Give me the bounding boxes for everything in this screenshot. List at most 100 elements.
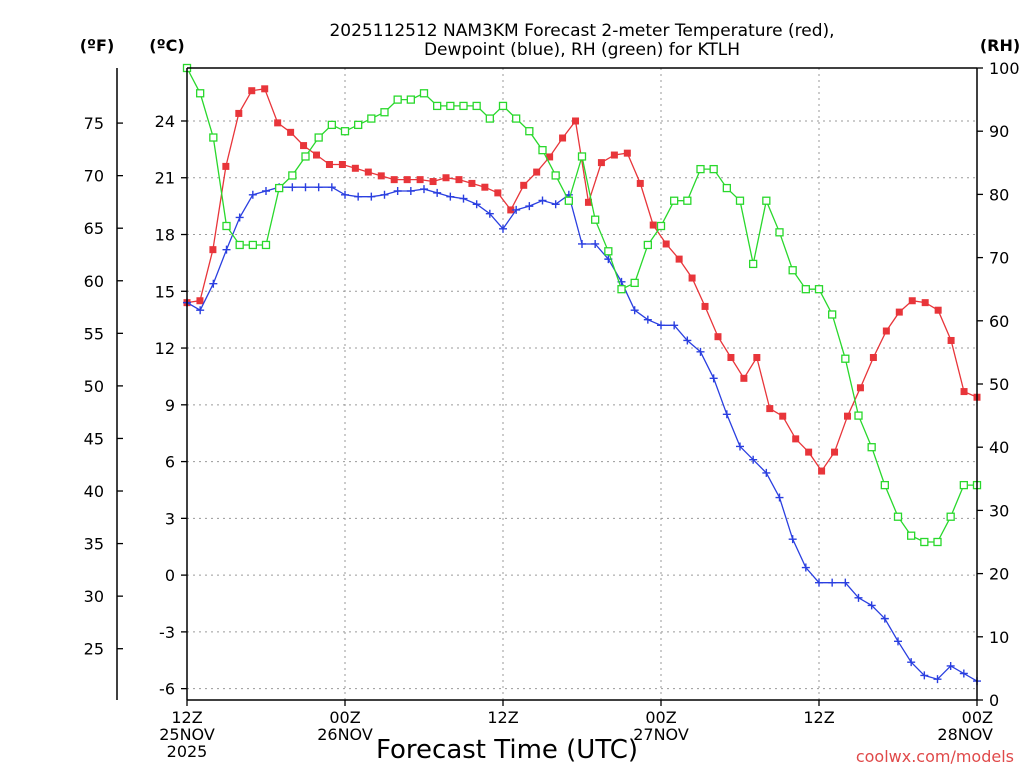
x-tick-label: 12Z (803, 708, 834, 727)
dewpoint-point (854, 593, 863, 602)
rh-point (656, 221, 666, 231)
x-tick-label: 12Z (487, 708, 518, 727)
temperature-point (455, 176, 463, 184)
temperature-point (818, 467, 826, 475)
temperature-point (636, 179, 644, 187)
temperature-point (766, 405, 774, 413)
dewpoint-point (314, 183, 323, 192)
temperature-point (882, 327, 890, 335)
celsius-tick-label: 24 (155, 112, 175, 131)
dewpoint-point (459, 194, 468, 203)
rh-tick-label: 10 (989, 628, 1009, 647)
rh-tick-label: 90 (989, 122, 1009, 141)
dewpoint-point (946, 661, 955, 670)
temperature-point (287, 128, 295, 136)
dewpoint-point (841, 578, 850, 587)
temperature-point (831, 448, 839, 456)
fahrenheit-unit-label: (ºF) (80, 36, 115, 55)
temperature-point (805, 448, 813, 456)
fahrenheit-tick-label: 70 (84, 167, 104, 186)
temperature-point (507, 206, 515, 214)
dewpoint-point (209, 279, 218, 288)
rh-point (591, 215, 600, 224)
rh-tick-label: 70 (989, 249, 1009, 268)
temperature-point (727, 354, 735, 362)
fahrenheit-tick-label: 55 (84, 324, 104, 343)
celsius-tick-label: 3 (165, 509, 175, 528)
rh-tick-label: 20 (989, 565, 1009, 584)
rh-unit-label: (RH) (980, 36, 1020, 55)
dewpoint-point (393, 186, 402, 195)
dewpoint-point (683, 336, 692, 345)
temperature-point (209, 246, 217, 254)
dewpoint-point (709, 374, 718, 383)
rh-point (696, 164, 705, 174)
x-tick-label: 27NOV (633, 725, 689, 744)
rh-point (854, 411, 863, 420)
rh-point (459, 101, 468, 111)
rh-point (446, 101, 455, 111)
temperature-point (584, 198, 592, 206)
title-line-2: Dewpoint (blue), RH (green) for KTLH (424, 40, 740, 60)
dewpoint-point (920, 671, 929, 680)
dewpoint-point (354, 192, 363, 201)
rh-point (301, 152, 310, 161)
fahrenheit-tick-label: 50 (84, 377, 104, 396)
rh-point (485, 114, 494, 123)
dewpoint-point (657, 321, 665, 330)
temperature-point (869, 354, 877, 362)
dewpoint-point (380, 190, 389, 199)
rh-point (498, 101, 508, 111)
x-tick-label: 00Z (329, 708, 360, 727)
dewpoint-point (696, 347, 705, 356)
temperature-point (222, 162, 230, 170)
dewpoint-point (959, 669, 968, 678)
fahrenheit-tick-label: 60 (84, 272, 104, 291)
temperature-point (546, 153, 554, 161)
title-line-1: 2025112512 NAM3KM Forecast 2-meter Tempe… (329, 21, 834, 41)
dewpoint-point (538, 196, 547, 205)
rh-point (959, 480, 968, 490)
temperature-point (533, 168, 541, 176)
rh-tick-label: 100 (989, 59, 1020, 78)
fahrenheit-tick-label: 25 (84, 640, 104, 659)
rh-point (643, 240, 652, 250)
temperature-point (351, 164, 359, 172)
rh-point (275, 183, 284, 193)
temperature-point (753, 354, 761, 362)
rh-point (393, 95, 402, 104)
dewpoint-point (512, 205, 521, 214)
temperature-point (701, 302, 709, 310)
celsius-tick-label: 18 (155, 226, 175, 245)
fahrenheit-tick-label: 65 (84, 219, 104, 238)
rh-point (801, 285, 810, 294)
rh-point (288, 171, 297, 180)
rh-point (788, 266, 797, 275)
series-line (186, 67, 977, 543)
rh-point (604, 247, 613, 256)
rh-point (946, 512, 955, 521)
temperature-point (649, 221, 657, 229)
dewpoint-point (525, 202, 534, 211)
x-tick-label: 12Z (171, 708, 202, 727)
temperature-point (274, 119, 282, 127)
dewpoint-point (907, 658, 916, 667)
rh-point (920, 537, 929, 547)
dewpoint-point (433, 188, 442, 197)
dewpoint-point (630, 306, 639, 315)
dewpoint-point (420, 185, 428, 194)
fahrenheit-tick-label: 35 (84, 535, 104, 554)
temperature-point (442, 174, 450, 182)
temperature-point (494, 189, 502, 197)
dewpoint-point (880, 614, 889, 623)
celsius-tick-label: 9 (165, 396, 175, 415)
dewpoint-point (578, 239, 586, 248)
rh-point (222, 221, 231, 231)
rh-point (841, 354, 850, 363)
rh-point (525, 127, 534, 136)
temperature-point (895, 308, 903, 316)
rh-tick-label: 30 (989, 501, 1009, 520)
dewpoint-point (670, 321, 679, 330)
rh-point (893, 512, 903, 521)
celsius-unit-label: (ºC) (149, 36, 184, 55)
